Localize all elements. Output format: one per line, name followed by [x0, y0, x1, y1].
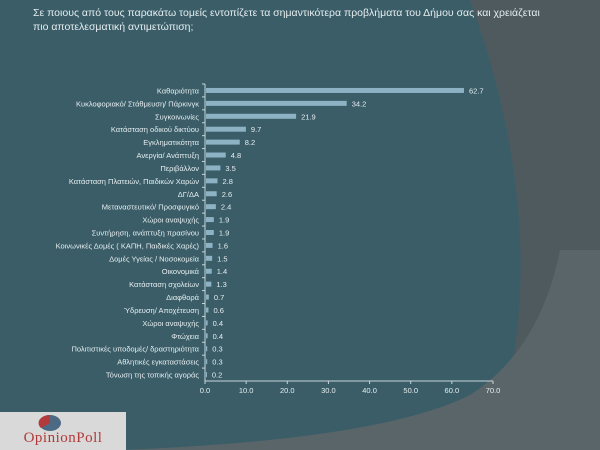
- data-label: 0.4: [213, 332, 223, 341]
- category-label: Συγκοινωνίες: [155, 112, 199, 121]
- category-label: ΔΓ/ΔΑ: [178, 190, 199, 199]
- x-tick-label: 70.0: [486, 386, 501, 395]
- category-label: Συντήρηση, ανάπτυξη πρασίνου: [92, 229, 199, 238]
- category-label: Διαφθορά: [166, 293, 199, 302]
- bar: [206, 87, 464, 93]
- data-label: 0.2: [212, 371, 222, 380]
- category-label: Χώροι αναψυχής: [142, 216, 199, 225]
- data-label: 1.3: [216, 280, 226, 289]
- category-label: Πολιτιστικές υποδομές/ δραστηριότητα: [71, 345, 199, 354]
- pie-logo-icon: [38, 414, 61, 431]
- category-label: Κατάσταση οδικού δικτύου: [111, 125, 199, 134]
- category-label: Ύδρευση/ Αποχέτευση: [124, 306, 199, 315]
- data-label: 8.2: [245, 138, 255, 147]
- bar: [206, 217, 214, 223]
- data-label: 0.7: [214, 293, 224, 302]
- bar: [206, 268, 212, 274]
- category-label: Καθαριότητα: [157, 86, 200, 95]
- bar: [206, 126, 246, 132]
- category-label: Εγκληματικότητα: [143, 138, 199, 147]
- bar: [206, 152, 226, 158]
- data-label: 4.8: [231, 151, 241, 160]
- data-label: 1.5: [217, 254, 227, 263]
- category-label: Μεταναστευτικό/ Προσφυγικό: [102, 203, 199, 212]
- category-label: Αθλητικές εγκαταστάσεις: [117, 358, 199, 367]
- x-tick-label: 20.0: [280, 386, 295, 395]
- data-label: 0.4: [213, 319, 223, 328]
- bar: [206, 230, 214, 235]
- x-tick-label: 60.0: [445, 386, 460, 395]
- bar: [206, 307, 209, 313]
- x-tick-label: 30.0: [321, 386, 336, 395]
- bar: [206, 191, 217, 197]
- data-label: 2.6: [222, 190, 232, 199]
- bar: [206, 113, 297, 119]
- bar: [206, 320, 208, 326]
- x-tick-label: 40.0: [362, 386, 377, 395]
- bar: [206, 204, 216, 210]
- bar: [206, 372, 207, 378]
- slide-title: Σε ποιους από τους παρακάτω τομείς εντοπ…: [33, 7, 540, 33]
- category-label: Ανεργία/ Ανάπτυξη: [137, 151, 199, 160]
- bar: [206, 255, 213, 261]
- category-label: Κατάσταση σχολείων: [129, 280, 199, 289]
- bar: [206, 346, 208, 352]
- category-label: Δομές Υγείας / Νοσοκομεία: [109, 254, 200, 263]
- category-label: Οικονομικά: [162, 267, 200, 276]
- category-label: Φτώχεια: [171, 332, 199, 341]
- bar: [206, 333, 208, 339]
- data-label: 1.6: [218, 241, 228, 250]
- data-label: 0.3: [212, 358, 222, 367]
- bar: [206, 294, 209, 300]
- bar: [206, 281, 212, 287]
- x-tick-label: 50.0: [403, 386, 418, 395]
- category-label: Περιβάλλον: [160, 164, 199, 173]
- category-label: Κοινωνικές Δομές ( ΚΑΠΗ, Παιδικές Χαρές): [56, 241, 200, 250]
- logo-text: OpinionPoll: [23, 430, 103, 446]
- data-label: 1.9: [219, 229, 229, 238]
- data-label: 21.9: [301, 112, 316, 121]
- data-label: 1.9: [219, 216, 229, 225]
- bar: [206, 242, 213, 248]
- x-tick-label: 0.0: [200, 386, 210, 395]
- bar: [206, 178, 218, 184]
- data-label: 62.7: [469, 86, 484, 95]
- bar: [206, 100, 347, 106]
- category-label: Χώροι αναψυχής: [142, 319, 199, 328]
- data-label: 9.7: [251, 125, 261, 134]
- data-label: 3.5: [225, 164, 235, 173]
- data-label: 34.2: [352, 99, 367, 108]
- category-label: Κυκλοφοριακό/ Στάθμευση/ Πάρκινγκ: [76, 99, 199, 108]
- bar: [206, 165, 221, 171]
- bar: [206, 359, 208, 365]
- data-label: 2.8: [223, 177, 233, 186]
- x-tick-label: 10.0: [239, 386, 254, 395]
- category-label: Τόνωση της τοπικής αγοράς: [106, 371, 199, 380]
- category-label: Κατάσταση Πλατειών, Παιδικών Χαρών: [69, 177, 199, 186]
- data-label: 0.6: [213, 306, 223, 315]
- data-label: 0.3: [212, 345, 222, 354]
- data-label: 1.4: [217, 267, 227, 276]
- opinionpoll-logo: OpinionPoll: [0, 412, 126, 450]
- data-label: 2.4: [221, 203, 231, 212]
- bar: [206, 139, 240, 145]
